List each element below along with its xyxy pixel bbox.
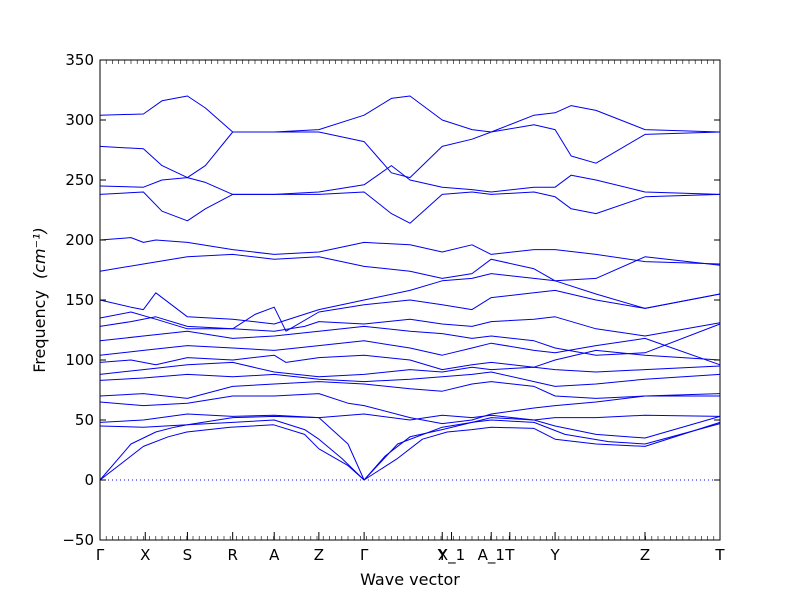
band-line-2 xyxy=(99,419,721,481)
band-line-10 xyxy=(99,337,721,366)
band-line-20 xyxy=(99,95,721,133)
band-line-19 xyxy=(99,124,721,179)
x-tick-label: Γ xyxy=(360,546,369,564)
band-line-17 xyxy=(99,191,721,224)
y-tick-label: 250 xyxy=(65,171,94,189)
x-tick-label: Z xyxy=(314,546,324,564)
x-tick-label: Y xyxy=(549,546,560,564)
x-tick-label: X xyxy=(140,546,150,564)
y-tick-label: 100 xyxy=(65,351,94,369)
x-tick-label: S xyxy=(183,546,193,564)
y-tick-label: −50 xyxy=(62,531,94,549)
x-tick-label: Γ xyxy=(96,546,105,564)
y-tick-label: 350 xyxy=(65,51,94,69)
y-axis-title-unit: (cm⁻¹) xyxy=(30,227,49,279)
x-tick-label: A xyxy=(269,546,280,564)
y-axis-ticks: −50 0 50 100 150 200 250 300 350 xyxy=(62,51,720,549)
y-tick-label: 200 xyxy=(65,231,94,249)
band-line-14 xyxy=(99,273,721,325)
band-line-9 xyxy=(99,349,721,371)
x-axis-ticks: Γ X S R A Z Γ YX_1 A_1 T Y Z T xyxy=(96,60,725,565)
series-layer xyxy=(99,95,721,481)
band-line-8 xyxy=(99,361,721,378)
band-line-5 xyxy=(99,393,720,425)
y-tick-label: 50 xyxy=(75,411,94,429)
y-tick-label: 300 xyxy=(65,111,94,129)
band-line-3 xyxy=(99,415,721,481)
y-tick-label: 0 xyxy=(84,471,94,489)
x-tick-label: R xyxy=(227,546,237,564)
band-line-1 xyxy=(99,421,721,481)
x-tick-label: A_1 xyxy=(478,546,505,565)
band-line-7 xyxy=(99,371,721,387)
y-tick-label: 150 xyxy=(65,291,94,309)
y-axis-title-text: Frequency xyxy=(30,290,49,373)
x-tick-label: T xyxy=(714,546,725,564)
x-tick-label: Y xyxy=(437,546,448,564)
band-line-4 xyxy=(99,413,721,423)
x-tick-label: T xyxy=(504,546,515,564)
band-line-18 xyxy=(99,165,721,195)
band-line-6 xyxy=(99,381,721,399)
band-line-16 xyxy=(99,237,721,265)
y-axis-title: Frequency (cm⁻¹) xyxy=(30,227,49,372)
band-line-11 xyxy=(99,323,721,356)
band-line-13 xyxy=(99,289,721,332)
x-tick-label: Z xyxy=(640,546,650,564)
band-line-12 xyxy=(99,316,721,337)
band-line-15 xyxy=(99,253,721,282)
x-axis-title: Wave vector xyxy=(360,570,460,589)
x-tick-label: X_1 xyxy=(438,546,465,565)
